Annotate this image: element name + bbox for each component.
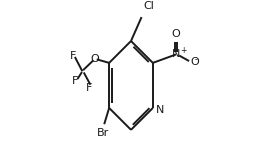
Text: -: - — [194, 55, 197, 64]
Text: Br: Br — [97, 128, 109, 138]
Text: F: F — [70, 51, 77, 61]
Text: O: O — [91, 54, 100, 64]
Text: N: N — [156, 105, 165, 115]
Text: Cl: Cl — [143, 1, 154, 11]
Text: F: F — [85, 82, 92, 93]
Text: O: O — [190, 57, 199, 67]
Text: F: F — [72, 76, 79, 86]
Text: O: O — [172, 29, 181, 39]
Text: N: N — [172, 49, 180, 59]
Text: +: + — [180, 46, 187, 55]
